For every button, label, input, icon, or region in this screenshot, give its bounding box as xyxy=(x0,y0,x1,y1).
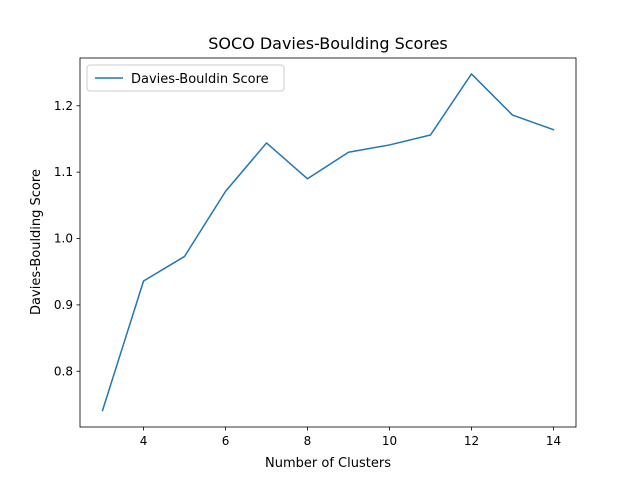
x-tick-label: 12 xyxy=(464,434,479,448)
plot-frame xyxy=(79,57,577,428)
x-tick-label: 8 xyxy=(304,434,312,448)
y-axis-ticks: 0.8 0.9 1.0 1.1 1.2 xyxy=(54,99,80,378)
series-layer xyxy=(101,73,555,412)
x-axis-ticks: 4 6 8 10 12 14 xyxy=(140,427,561,448)
y-tick-label: 1.1 xyxy=(54,165,73,179)
y-tick-label: 0.8 xyxy=(54,364,73,378)
legend-box xyxy=(86,64,285,92)
x-tick-label: 4 xyxy=(140,434,148,448)
y-tick-label: 0.9 xyxy=(54,298,73,312)
chart-title: SOCO Davies-Boulding Scores xyxy=(208,34,448,53)
y-tick-label: 1.0 xyxy=(54,232,73,246)
legend: Davies-Bouldin Score xyxy=(86,64,285,92)
y-tick-label: 1.2 xyxy=(54,99,73,113)
x-axis-label: Number of Clusters xyxy=(265,456,391,471)
x-tick-label: 10 xyxy=(382,434,397,448)
series-line-davies-bouldin xyxy=(101,73,555,412)
x-tick-label: 14 xyxy=(546,434,561,448)
plot-area xyxy=(80,58,576,427)
y-axis-label: Davies-Boulding Score xyxy=(29,169,44,315)
legend-label: Davies-Bouldin Score xyxy=(131,72,269,87)
x-tick-label: 6 xyxy=(222,434,230,448)
